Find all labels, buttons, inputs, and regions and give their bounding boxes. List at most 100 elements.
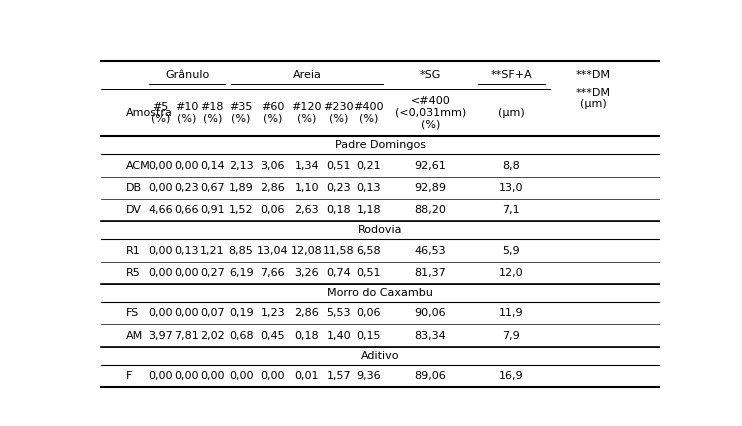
Text: 5,53: 5,53 <box>326 308 351 318</box>
Text: ACM: ACM <box>126 161 151 170</box>
Text: 13,0: 13,0 <box>499 183 524 193</box>
Text: 0,68: 0,68 <box>229 331 254 340</box>
Text: 0,18: 0,18 <box>326 205 351 215</box>
Text: 0,00: 0,00 <box>148 268 173 278</box>
Text: AM: AM <box>126 331 143 340</box>
Text: 0,15: 0,15 <box>356 331 381 340</box>
Text: Padre Domingos: Padre Domingos <box>335 141 426 150</box>
Text: 0,00: 0,00 <box>174 161 199 170</box>
Text: 0,00: 0,00 <box>174 308 199 318</box>
Text: DV: DV <box>126 205 142 215</box>
Text: 92,89: 92,89 <box>414 183 446 193</box>
Text: F: F <box>126 371 133 381</box>
Text: 1,23: 1,23 <box>260 308 285 318</box>
Text: 0,07: 0,07 <box>200 308 225 318</box>
Text: 13,04: 13,04 <box>257 245 289 256</box>
Text: 89,06: 89,06 <box>415 371 446 381</box>
Text: 0,13: 0,13 <box>174 245 199 256</box>
Text: #230
(%): #230 (%) <box>324 102 354 124</box>
Text: R5: R5 <box>126 268 141 278</box>
Text: 0,00: 0,00 <box>260 371 285 381</box>
Text: 88,20: 88,20 <box>414 205 446 215</box>
Text: #18
(%): #18 (%) <box>200 102 224 124</box>
Text: Areia: Areia <box>293 70 322 80</box>
Text: 0,67: 0,67 <box>200 183 225 193</box>
Text: **SF+A: **SF+A <box>490 70 532 80</box>
Text: 1,89: 1,89 <box>229 183 254 193</box>
Text: 3,26: 3,26 <box>295 268 319 278</box>
Text: *SG: *SG <box>420 70 441 80</box>
Text: 0,00: 0,00 <box>148 183 173 193</box>
Text: 1,18: 1,18 <box>356 205 381 215</box>
Text: 0,13: 0,13 <box>356 183 381 193</box>
Text: 46,53: 46,53 <box>415 245 446 256</box>
Text: 0,51: 0,51 <box>326 161 351 170</box>
Text: 6,19: 6,19 <box>229 268 254 278</box>
Text: 16,9: 16,9 <box>499 371 524 381</box>
Text: 2,86: 2,86 <box>260 183 285 193</box>
Text: #60
(%): #60 (%) <box>261 102 284 124</box>
Text: #10
(%): #10 (%) <box>175 102 198 124</box>
Text: 0,00: 0,00 <box>200 371 225 381</box>
Text: 2,02: 2,02 <box>200 331 225 340</box>
Text: 9,36: 9,36 <box>356 371 381 381</box>
Text: FS: FS <box>126 308 139 318</box>
Text: 1,40: 1,40 <box>326 331 351 340</box>
Text: DB: DB <box>126 183 142 193</box>
Text: 3,06: 3,06 <box>260 161 285 170</box>
Text: 0,19: 0,19 <box>229 308 254 318</box>
Text: 0,21: 0,21 <box>356 161 381 170</box>
Text: 12,0: 12,0 <box>499 268 524 278</box>
Text: 3,97: 3,97 <box>148 331 173 340</box>
Text: 0,00: 0,00 <box>148 161 173 170</box>
Text: 0,06: 0,06 <box>356 308 381 318</box>
Text: 81,37: 81,37 <box>415 268 446 278</box>
Text: 11,9: 11,9 <box>499 308 524 318</box>
Text: (μm): (μm) <box>498 108 525 118</box>
Text: 0,00: 0,00 <box>148 371 173 381</box>
Text: 8,8: 8,8 <box>502 161 520 170</box>
Text: 2,63: 2,63 <box>295 205 319 215</box>
Text: R1: R1 <box>126 245 141 256</box>
Text: 7,1: 7,1 <box>502 205 520 215</box>
Text: 1,52: 1,52 <box>229 205 254 215</box>
Text: 7,66: 7,66 <box>260 268 285 278</box>
Text: 7,81: 7,81 <box>174 331 199 340</box>
Text: 0,66: 0,66 <box>174 205 199 215</box>
Text: #120
(%): #120 (%) <box>292 102 322 124</box>
Text: Aditivo: Aditivo <box>361 351 399 361</box>
Text: 6,58: 6,58 <box>356 245 381 256</box>
Text: 0,00: 0,00 <box>174 268 199 278</box>
Text: 90,06: 90,06 <box>415 308 446 318</box>
Text: 12,08: 12,08 <box>291 245 323 256</box>
Text: 0,14: 0,14 <box>200 161 225 170</box>
Text: ***DM
(μm): ***DM (μm) <box>576 88 611 109</box>
Text: 92,61: 92,61 <box>415 161 446 170</box>
Text: #35
(%): #35 (%) <box>229 102 253 124</box>
Text: 0,00: 0,00 <box>148 245 173 256</box>
Text: 0,51: 0,51 <box>356 268 381 278</box>
Text: 83,34: 83,34 <box>415 331 446 340</box>
Text: Rodovia: Rodovia <box>358 225 402 236</box>
Text: 0,74: 0,74 <box>326 268 351 278</box>
Text: Morro do Caxambu: Morro do Caxambu <box>327 288 433 298</box>
Text: 0,06: 0,06 <box>260 205 285 215</box>
Text: 0,00: 0,00 <box>174 371 199 381</box>
Text: Amostra: Amostra <box>126 108 173 118</box>
Text: #400
(%): #400 (%) <box>353 102 384 124</box>
Text: 2,86: 2,86 <box>295 308 319 318</box>
Text: ***DM: ***DM <box>576 70 611 80</box>
Text: 0,00: 0,00 <box>229 371 253 381</box>
Text: 1,57: 1,57 <box>326 371 351 381</box>
Text: <#400
(<0,031mm)
(%): <#400 (<0,031mm) (%) <box>395 96 466 129</box>
Text: 0,01: 0,01 <box>295 371 319 381</box>
Text: 8,85: 8,85 <box>229 245 254 256</box>
Text: 1,21: 1,21 <box>200 245 225 256</box>
Text: 0,27: 0,27 <box>200 268 225 278</box>
Text: 5,9: 5,9 <box>502 245 520 256</box>
Text: Grânulo: Grânulo <box>165 70 209 80</box>
Text: 7,9: 7,9 <box>502 331 520 340</box>
Text: 0,00: 0,00 <box>148 308 173 318</box>
Text: 0,45: 0,45 <box>260 331 285 340</box>
Text: 1,10: 1,10 <box>295 183 319 193</box>
